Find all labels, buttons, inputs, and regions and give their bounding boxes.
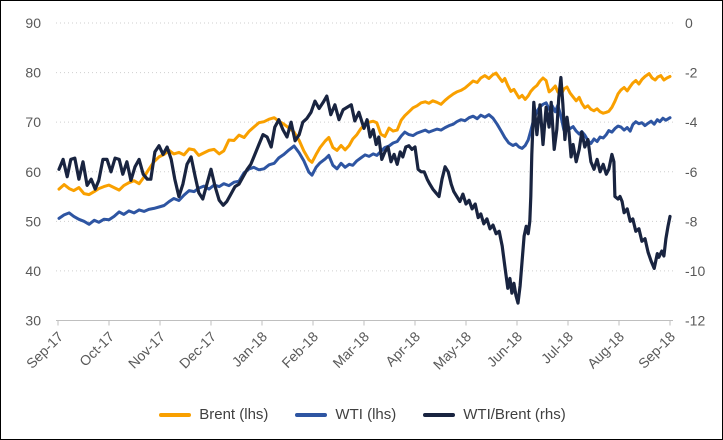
x-axis-label: Oct-17 <box>76 328 117 369</box>
y-axis-right-label: -4 <box>685 114 698 130</box>
x-axis-label: Nov-17 <box>125 328 168 371</box>
y-axis-left-label: 60 <box>25 164 41 180</box>
y-axis-right-label: -10 <box>685 263 705 279</box>
legend-swatch-brent <box>159 413 192 417</box>
legend-item-wti-brent-spread: WTI/Brent (rhs) <box>423 402 566 428</box>
legend-label-brent: Brent (lhs) <box>199 406 269 423</box>
legend-swatch-wti <box>295 413 328 417</box>
y-axis-left-label: 40 <box>25 263 41 279</box>
legend-swatch-wti-brent-spread <box>423 413 456 417</box>
series-line-brent-lhs <box>57 71 672 197</box>
x-axis-label: Jun-18 <box>484 328 526 370</box>
legend-item-wti: WTI (lhs) <box>295 402 396 428</box>
legend-label-wti: WTI (lhs) <box>335 406 397 423</box>
y-axis-right-label: -8 <box>685 213 698 229</box>
y-axis-right-label: -12 <box>685 313 705 329</box>
x-axis-label: Jan-18 <box>229 328 271 370</box>
x-axis-label: Apr-18 <box>382 328 423 369</box>
x-axis-label: Aug-18 <box>584 328 627 371</box>
y-axis-left-label: 30 <box>25 313 41 329</box>
legend-label-wti-brent-spread: WTI/Brent (rhs) <box>463 406 566 423</box>
x-axis-label: May-18 <box>430 328 474 372</box>
y-axis-left-label: 50 <box>25 213 41 229</box>
chart-legend: Brent (lhs) WTI (lhs) WTI/Brent (rhs) <box>1 402 722 428</box>
y-axis-right-label: 0 <box>685 15 693 31</box>
y-axis-left-label: 90 <box>25 15 41 31</box>
x-axis-label: Sep-17 <box>23 328 66 371</box>
x-axis-label: Jul-18 <box>538 328 576 366</box>
x-axis-label: Sep-18 <box>635 328 678 371</box>
x-axis-label: Dec-17 <box>176 328 219 371</box>
y-axis-left-label: 70 <box>25 114 41 130</box>
x-axis-label: Mar-18 <box>329 328 372 371</box>
legend-item-brent: Brent (lhs) <box>159 402 268 428</box>
y-axis-left-label: 80 <box>25 65 41 81</box>
y-axis-right-label: -2 <box>685 65 698 81</box>
y-axis-right-label: -6 <box>685 164 698 180</box>
x-axis-label: Feb-18 <box>278 328 321 371</box>
series-line-wti-brent-rhs <box>57 75 672 305</box>
series-line-wti-lhs <box>57 101 672 226</box>
